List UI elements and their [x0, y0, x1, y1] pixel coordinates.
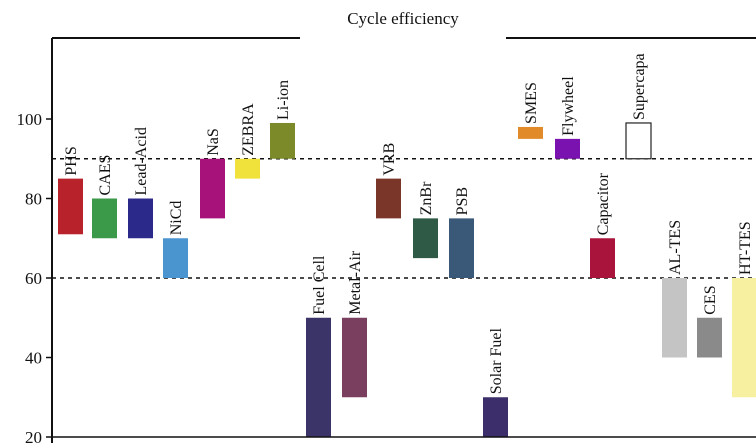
- y-tick-label-40: 40: [25, 349, 42, 368]
- y-tick-label-20: 20: [25, 428, 42, 446]
- bar-capacitor: [590, 238, 615, 278]
- bar-nas: [200, 159, 225, 219]
- y-tick-label-80: 80: [25, 190, 42, 209]
- bar-solar-fuel: [483, 397, 508, 437]
- bar-label-capacitor: Capacitor: [595, 172, 612, 235]
- bar-label-lead-acid: Lead-Acid: [133, 127, 150, 195]
- bar-nicd: [163, 238, 188, 278]
- bar-label-ht-tes: HT-TES: [737, 221, 754, 275]
- bar-label-fuel-cell: Fuel Cell: [311, 255, 328, 315]
- bar-al-tes: [662, 278, 687, 358]
- y-tick-label-60: 60: [25, 269, 42, 288]
- bar-metal-air: [342, 318, 367, 398]
- bar-label-nicd: NiCd: [168, 201, 185, 236]
- bar-label-psb: PSB: [454, 187, 471, 215]
- bar-label-li-ion: Li-ion: [275, 80, 292, 120]
- bar-phs: [58, 179, 83, 235]
- bar-label-flywheel: Flywheel: [560, 76, 577, 136]
- bar-psb: [449, 218, 474, 278]
- bar-label-smes: SMES: [523, 82, 540, 124]
- chart-title: Cycle efficiency: [347, 9, 459, 28]
- bar-label-solar-fuel: Solar Fuel: [488, 327, 505, 394]
- bar-flywheel: [555, 139, 580, 159]
- bar-label-metal-air: Metal-Air: [347, 250, 364, 315]
- bar-label-phs: PHS: [63, 146, 80, 175]
- bar-label-zebra: ZEBRA: [240, 103, 257, 156]
- bar-caes: [92, 199, 117, 239]
- bar-label-al-tes: AL-TES: [667, 220, 684, 275]
- bar-lead-acid: [128, 199, 153, 239]
- bar-fuel-cell: [306, 318, 331, 437]
- bar-ces: [697, 318, 722, 358]
- bars-group: [58, 123, 756, 437]
- bar-znbr: [413, 218, 438, 258]
- bar-label-vrb: VRB: [381, 143, 398, 176]
- bar-labels-group: PHS CAES Lead-Acid NiCd NaS ZEBRA Li-ion Fuel C…: [63, 53, 754, 394]
- bar-label-caes: CAES: [97, 155, 114, 196]
- bar-label-ces: CES: [702, 285, 719, 314]
- bar-label-nas: NaS: [205, 128, 222, 156]
- bar-ht-tes: [732, 278, 756, 397]
- y-tick-label-100: 100: [17, 110, 43, 129]
- bar-vrb: [376, 179, 401, 219]
- reference-lines: [52, 159, 756, 278]
- bar-supercapa: [626, 123, 651, 159]
- bar-label-znbr: ZnBr: [418, 181, 435, 215]
- bar-li-ion: [270, 123, 295, 159]
- bar-zebra: [235, 159, 260, 179]
- bar-label-supercapa: Supercapa: [631, 53, 648, 120]
- bar-smes: [518, 127, 543, 139]
